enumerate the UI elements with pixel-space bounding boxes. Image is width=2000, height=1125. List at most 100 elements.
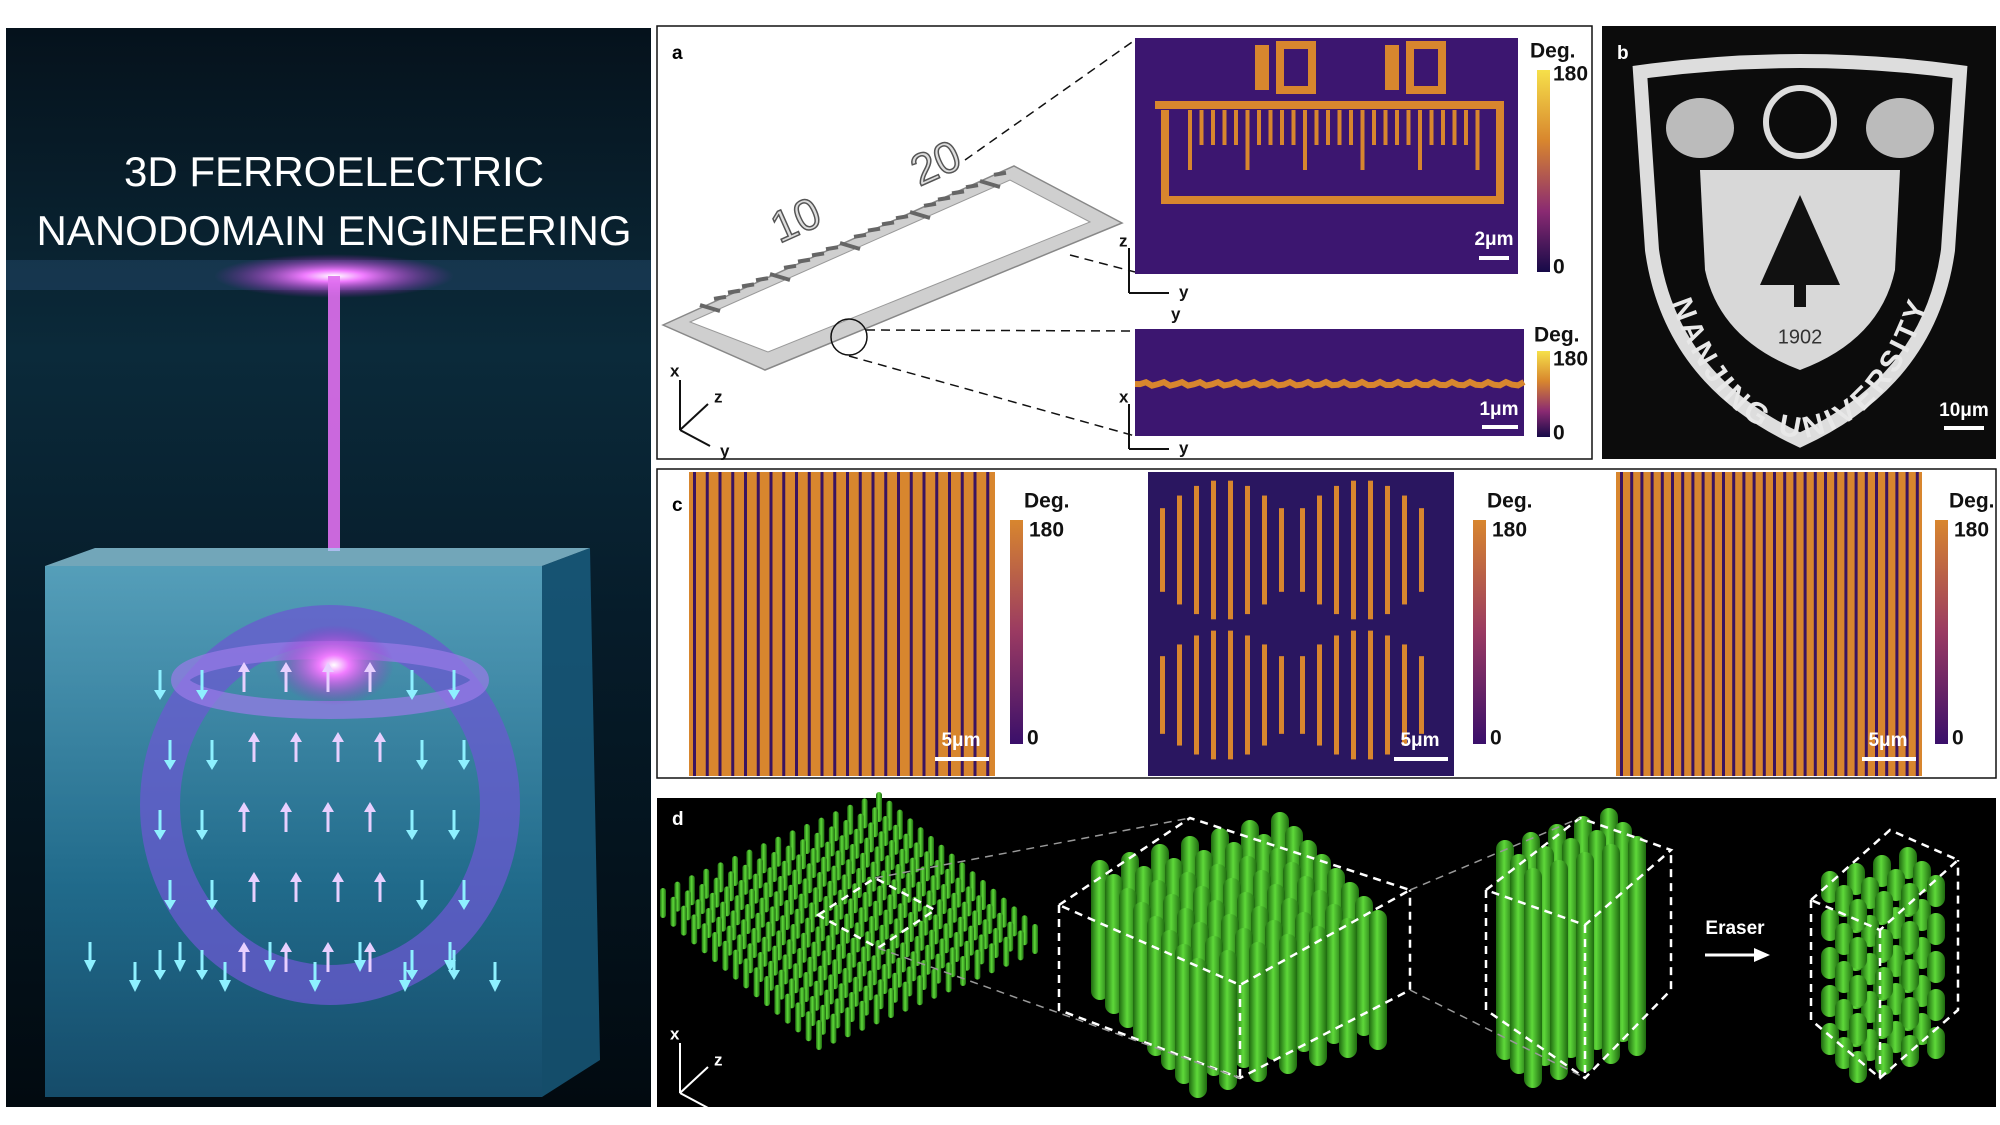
pillar [960,956,966,986]
arrow-head [196,830,208,840]
domain [731,472,735,776]
panel-label: a [672,43,683,64]
pillar [1835,923,1853,955]
axis-arrow [679,429,711,447]
pillar [1875,1043,1893,1075]
arrow-head [374,872,386,882]
scale-bar-label: 2μm [1474,229,1513,250]
domain-pattern [1155,41,1504,204]
pillar [1524,868,1542,1088]
zoom-region [815,876,938,950]
arrow-head [280,662,292,672]
pillar [1901,921,1919,953]
pillar [1901,959,1919,991]
3d-shape [140,605,520,1005]
colorbar [1010,520,1023,744]
arrow-head [206,760,218,770]
domain [1711,472,1715,776]
domain [1211,630,1216,760]
zoom-line [874,817,1191,879]
tooth [979,179,1001,189]
zoom-box [1056,816,1414,987]
domain [1194,485,1199,615]
colorbar-max: 180 [1954,519,1989,542]
arrow-head [416,900,428,910]
domain [1351,480,1356,620]
domain [1279,656,1284,734]
pillar [945,962,952,993]
domain [1351,630,1356,760]
digit [1276,41,1316,94]
domain [1228,630,1233,760]
colorbar-max: 180 [1492,519,1527,542]
pillar [1279,934,1297,1074]
domain [1701,472,1705,776]
domain [756,472,760,776]
pillar [1821,1023,1839,1055]
tooth [811,251,825,258]
domain [858,472,862,776]
pillar [1105,874,1123,1014]
scale-bar [1482,425,1518,429]
arrow-head [458,760,470,770]
domain [1262,644,1267,746]
pillar [844,1007,851,1038]
arrow-head [354,960,366,972]
pillar [1032,924,1038,954]
arrow-head [364,802,376,812]
pillar [1119,888,1137,1028]
pillar [1927,875,1945,907]
pillar [1849,1051,1867,1083]
domain [833,472,837,776]
domain [884,472,888,776]
axis-arrow [679,403,709,431]
pillar [795,1002,802,1033]
pillar [691,914,698,945]
axis-label: x [1119,387,1129,406]
tooth [839,241,861,251]
pillar [784,993,791,1024]
pillar [660,888,666,918]
domain [705,472,709,776]
pillar [816,1020,822,1050]
arrow-head [238,662,250,672]
emblem-tree [1760,195,1840,285]
domain [1368,480,1373,620]
domain [922,472,926,776]
arrow-head [1754,948,1770,962]
axis-arrow [679,1066,709,1094]
axis-label: z [714,1050,723,1069]
panel-b: b 1902 NANJING UNIVERSITY 10μm [1602,26,1996,459]
scale-bar [1479,256,1509,260]
domain [1300,656,1305,734]
scale-bar-label: 5μm [1400,730,1439,751]
polarization-arrows [84,662,501,992]
arrow-head [406,970,418,980]
domain [744,472,747,776]
domain [718,472,722,776]
colorbar-title: Deg. [1949,490,1995,513]
pillar [1835,885,1853,917]
domain [769,472,773,776]
axis-label: y [720,441,730,460]
scale-bar [935,757,989,761]
domain [693,472,696,776]
domain [986,472,990,776]
arrow-head [290,732,302,742]
pillar [1576,852,1594,1072]
domain [1334,635,1339,755]
colorbar [1473,520,1486,744]
pillar [1927,1027,1945,1059]
arrow-head [374,732,386,742]
panel-label: b [1617,43,1629,64]
axes-glyph: z yy [1119,231,1189,323]
pillar [1628,836,1646,1056]
arrow-head [84,960,96,972]
domain [846,472,849,776]
tooth [727,288,741,295]
pillar [1249,942,1267,1082]
domain [1419,508,1424,592]
pfm-map [1135,38,1518,274]
domain [1279,508,1284,592]
domain [1905,472,1909,776]
